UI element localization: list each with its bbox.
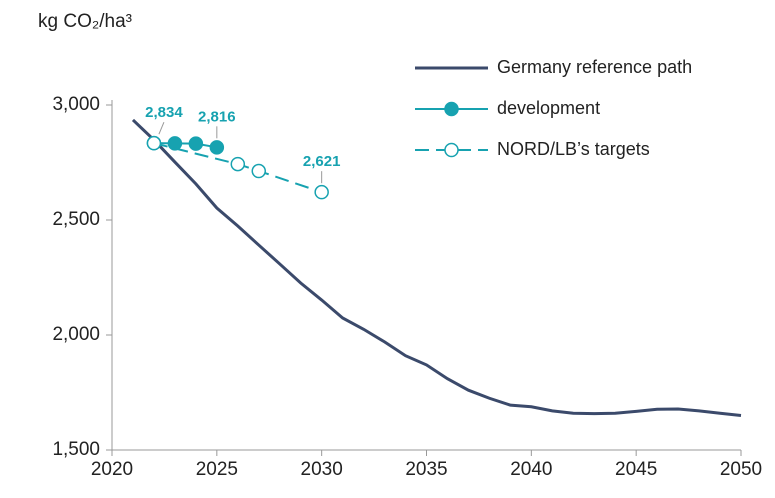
point: [251, 163, 267, 179]
x-tick-label: 2045: [615, 459, 657, 480]
legend-marker: [444, 142, 459, 158]
y-tick-label: 1,500: [52, 439, 100, 460]
point: [146, 135, 162, 151]
series-line: [153, 142, 322, 194]
y-tick-label: 2,500: [52, 209, 100, 230]
legend-label: development: [497, 98, 600, 118]
data-label: 2,621: [303, 153, 341, 170]
legend-marker: [444, 101, 459, 117]
data-label: 2,834: [145, 104, 183, 121]
x-tick-label: 2030: [301, 459, 343, 480]
point: [230, 156, 246, 172]
y-tick-label: 3,000: [52, 94, 100, 115]
point: [188, 136, 204, 151]
legend-label: NORD/LB’s targets: [497, 139, 650, 159]
point: [167, 136, 183, 151]
x-tick-label: 2040: [510, 459, 552, 480]
point: [209, 140, 225, 155]
x-tick-label: 2050: [720, 459, 762, 480]
series-line: [153, 142, 218, 149]
legend-label: Germany reference path: [497, 57, 692, 77]
point: [314, 184, 329, 200]
y-axis-label: kg CO₂/ha³: [38, 11, 132, 32]
series-line: [131, 118, 742, 417]
x-tick-label: 2025: [196, 459, 238, 480]
x-tick-label: 2020: [91, 459, 133, 480]
label-leader: [158, 121, 165, 135]
y-tick-label: 2,000: [52, 324, 100, 345]
data-label: 2,816: [198, 108, 236, 125]
x-tick-label: 2035: [405, 459, 447, 480]
